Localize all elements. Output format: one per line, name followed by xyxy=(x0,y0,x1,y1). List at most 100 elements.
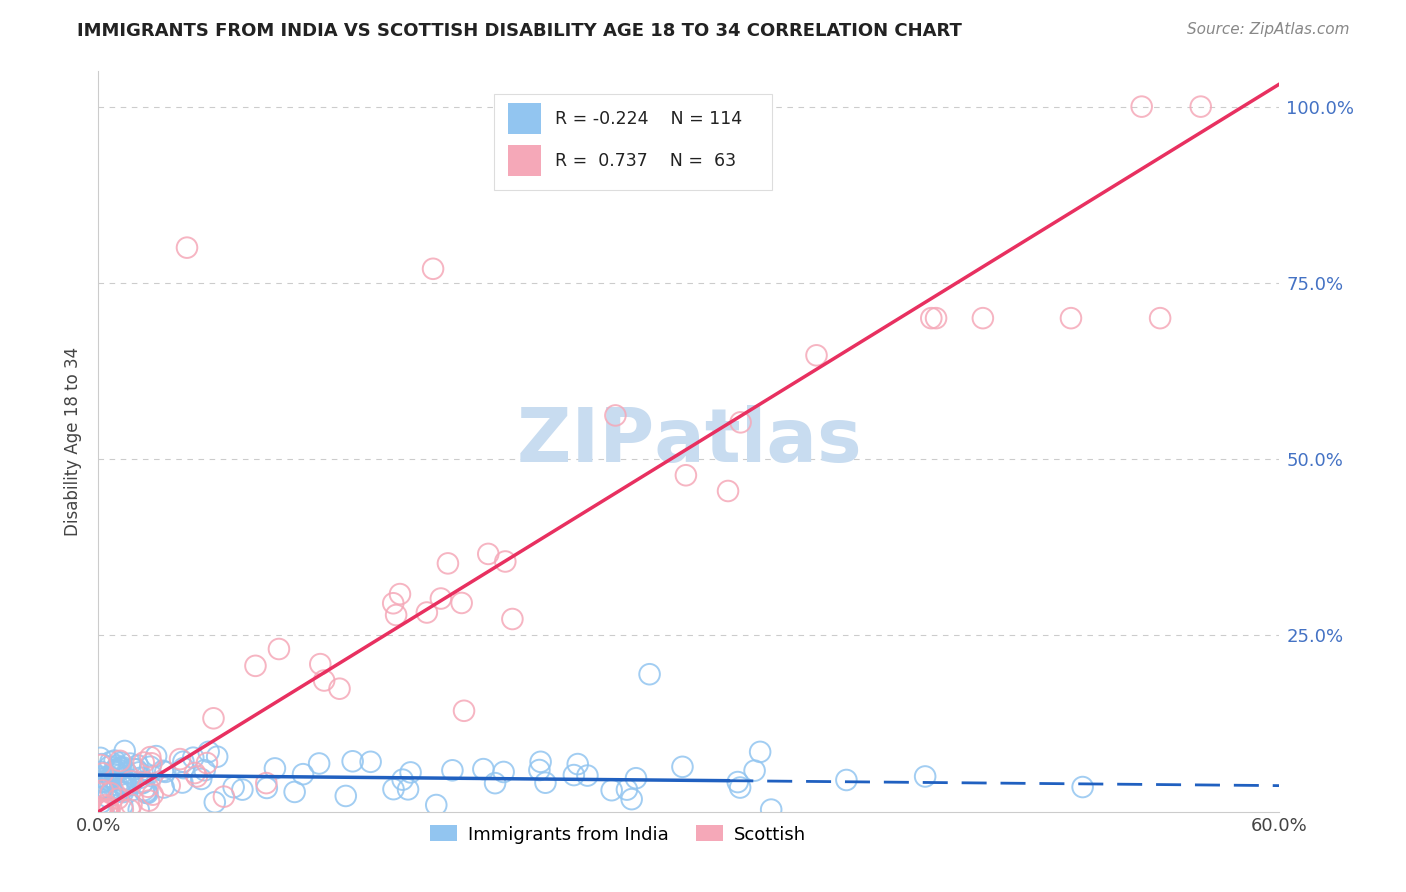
Point xyxy=(120,778,142,792)
Point xyxy=(245,658,267,673)
Point xyxy=(308,756,330,771)
Point xyxy=(112,785,135,799)
Point xyxy=(835,772,858,787)
Point xyxy=(100,771,122,785)
Point xyxy=(136,780,159,794)
Point xyxy=(1071,780,1094,794)
Point xyxy=(89,803,111,817)
Point xyxy=(416,606,439,620)
Point xyxy=(385,607,408,622)
Point xyxy=(477,547,499,561)
Point xyxy=(104,764,127,778)
Point xyxy=(111,803,134,817)
Point xyxy=(104,767,127,781)
Point xyxy=(125,762,148,776)
Point xyxy=(529,755,551,769)
Point xyxy=(110,761,132,775)
Point xyxy=(484,776,506,790)
Y-axis label: Disability Age 18 to 34: Disability Age 18 to 34 xyxy=(65,347,83,536)
Point xyxy=(108,768,131,782)
Point xyxy=(98,774,121,789)
Point xyxy=(759,803,782,817)
Point xyxy=(103,764,125,779)
Point xyxy=(309,657,332,672)
Point xyxy=(91,766,114,780)
Point xyxy=(114,744,136,758)
Point xyxy=(441,764,464,778)
Point xyxy=(292,767,315,781)
FancyBboxPatch shape xyxy=(508,145,541,177)
Point xyxy=(1149,311,1171,326)
Point xyxy=(97,775,120,789)
Point xyxy=(806,348,828,362)
Point xyxy=(717,483,740,498)
Point xyxy=(181,750,204,764)
Point xyxy=(529,763,551,777)
Point xyxy=(744,764,766,778)
Point xyxy=(103,754,125,768)
Point xyxy=(920,311,942,326)
Point xyxy=(128,803,150,817)
Point xyxy=(89,781,111,796)
Point xyxy=(254,776,277,790)
Point xyxy=(453,704,475,718)
Point xyxy=(176,241,198,255)
Point xyxy=(624,771,647,785)
Point xyxy=(425,797,447,812)
Point xyxy=(90,796,112,810)
Point xyxy=(925,311,948,326)
Point xyxy=(115,765,138,780)
Point xyxy=(190,772,212,786)
Point xyxy=(492,764,515,779)
Text: IMMIGRANTS FROM INDIA VS SCOTTISH DISABILITY AGE 18 TO 34 CORRELATION CHART: IMMIGRANTS FROM INDIA VS SCOTTISH DISABI… xyxy=(77,22,962,40)
Point xyxy=(121,797,143,812)
Point xyxy=(107,791,129,805)
Point xyxy=(204,795,226,809)
Point xyxy=(108,754,131,768)
FancyBboxPatch shape xyxy=(494,94,772,190)
Point xyxy=(110,776,132,790)
Point xyxy=(184,766,207,780)
Point xyxy=(382,782,405,797)
Point xyxy=(107,758,129,772)
Point xyxy=(117,772,139,787)
Point xyxy=(107,762,129,776)
Point xyxy=(114,775,136,789)
Point xyxy=(616,782,638,797)
Point xyxy=(100,783,122,797)
Point xyxy=(172,775,194,789)
Point xyxy=(638,667,661,681)
Point xyxy=(450,596,472,610)
Point xyxy=(128,765,150,780)
Point xyxy=(98,759,121,773)
Point xyxy=(534,775,557,789)
Point xyxy=(328,681,350,696)
Point xyxy=(730,415,752,429)
Point xyxy=(605,409,627,423)
Point xyxy=(98,803,121,817)
Point xyxy=(132,756,155,770)
Point xyxy=(100,786,122,800)
Point xyxy=(399,765,422,780)
Point xyxy=(89,758,111,772)
Point xyxy=(132,775,155,789)
Point xyxy=(97,799,120,814)
Point xyxy=(114,774,136,789)
Point xyxy=(132,783,155,797)
Point xyxy=(155,764,177,779)
Point xyxy=(121,774,143,789)
Text: R = -0.224    N = 114: R = -0.224 N = 114 xyxy=(555,110,742,128)
Point xyxy=(94,772,117,786)
Point xyxy=(1060,311,1083,326)
Point xyxy=(93,774,115,789)
Point xyxy=(118,803,141,817)
Point xyxy=(97,790,120,805)
Point xyxy=(264,761,287,775)
Point xyxy=(152,780,174,795)
Legend: Immigrants from India, Scottish: Immigrants from India, Scottish xyxy=(423,818,813,851)
Point xyxy=(671,760,693,774)
Point xyxy=(914,769,936,783)
Point xyxy=(727,775,749,789)
Point xyxy=(89,803,111,817)
Point xyxy=(90,757,112,772)
